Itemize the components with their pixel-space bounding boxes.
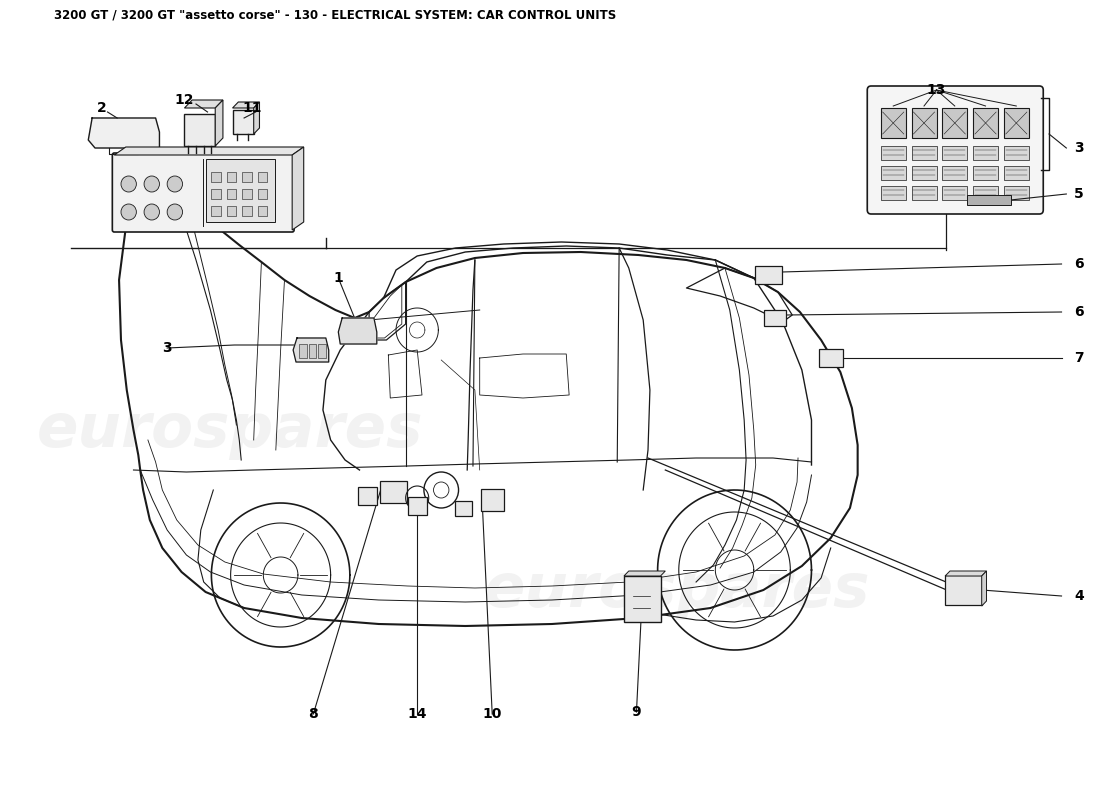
Polygon shape (624, 571, 666, 576)
Bar (818, 349, 843, 367)
Bar (764, 310, 785, 326)
Bar (206, 159, 275, 222)
Bar (974, 186, 998, 200)
Polygon shape (185, 100, 223, 108)
Bar (912, 108, 936, 138)
Bar (211, 189, 221, 199)
Polygon shape (114, 147, 304, 155)
Bar (1004, 146, 1028, 160)
Bar (242, 206, 252, 216)
Bar (974, 108, 998, 138)
Circle shape (167, 176, 183, 192)
Polygon shape (293, 147, 304, 230)
FancyBboxPatch shape (112, 153, 294, 232)
Bar (211, 206, 221, 216)
Bar (943, 186, 967, 200)
Bar (308, 344, 316, 358)
Polygon shape (254, 102, 260, 134)
Bar (232, 110, 254, 134)
Polygon shape (88, 118, 160, 148)
Bar (912, 146, 936, 160)
Bar (211, 172, 221, 182)
Bar (881, 186, 905, 200)
Bar (912, 186, 936, 200)
Text: 13: 13 (927, 83, 946, 97)
Text: 12: 12 (175, 93, 195, 107)
Bar (755, 266, 782, 284)
Bar (379, 481, 407, 503)
Text: 8: 8 (308, 707, 318, 721)
Text: 1: 1 (333, 271, 343, 285)
Bar (1004, 166, 1028, 180)
Polygon shape (232, 102, 260, 108)
Bar (974, 146, 998, 160)
Bar (1004, 108, 1028, 138)
Text: 3200 GT / 3200 GT "assetto corse" - 130 - ELECTRICAL SYSTEM: CAR CONTROL UNITS: 3200 GT / 3200 GT "assetto corse" - 130 … (54, 8, 616, 21)
Bar (318, 344, 326, 358)
Bar (881, 146, 905, 160)
Text: 7: 7 (1074, 351, 1084, 365)
Circle shape (121, 204, 136, 220)
Bar (408, 497, 427, 515)
Bar (257, 172, 267, 182)
Bar (967, 195, 1011, 205)
Bar (257, 189, 267, 199)
FancyBboxPatch shape (185, 114, 216, 146)
Polygon shape (945, 571, 987, 576)
Bar (242, 189, 252, 199)
Bar (481, 489, 504, 511)
Text: 4: 4 (1074, 589, 1084, 603)
Bar (912, 166, 936, 180)
Bar (624, 576, 660, 622)
Text: 6: 6 (1074, 305, 1084, 319)
Text: 11: 11 (242, 101, 262, 115)
Bar (299, 344, 307, 358)
Polygon shape (216, 100, 223, 146)
Circle shape (144, 176, 159, 192)
Bar (943, 108, 967, 138)
Bar (454, 501, 472, 515)
Bar (881, 166, 905, 180)
Bar (1004, 186, 1028, 200)
Polygon shape (981, 571, 987, 606)
Bar (881, 108, 905, 138)
Bar (227, 189, 236, 199)
Text: 10: 10 (483, 707, 502, 721)
Bar (974, 166, 998, 180)
Text: 9: 9 (631, 705, 641, 719)
Bar (227, 172, 236, 182)
Text: 2: 2 (97, 101, 107, 115)
Text: eurospares: eurospares (484, 561, 870, 619)
Bar (943, 166, 967, 180)
Text: 3: 3 (1074, 141, 1084, 155)
Text: 3: 3 (163, 341, 172, 355)
FancyBboxPatch shape (867, 86, 1043, 214)
Circle shape (121, 176, 136, 192)
Text: 6: 6 (1074, 257, 1084, 271)
Bar (945, 575, 981, 605)
Bar (358, 487, 377, 505)
Circle shape (144, 204, 159, 220)
Polygon shape (293, 338, 329, 362)
Text: 14: 14 (407, 707, 427, 721)
Polygon shape (339, 318, 377, 344)
Bar (227, 206, 236, 216)
Circle shape (167, 204, 183, 220)
Bar (943, 146, 967, 160)
Bar (257, 206, 267, 216)
Text: eurospares: eurospares (36, 401, 422, 459)
Bar (242, 172, 252, 182)
Text: 5: 5 (1074, 187, 1084, 201)
